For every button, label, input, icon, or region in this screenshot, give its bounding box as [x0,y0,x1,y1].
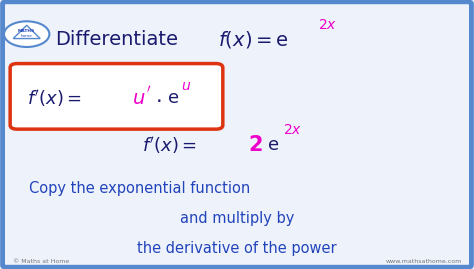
FancyBboxPatch shape [2,2,472,267]
Text: MATHS: MATHS [18,30,36,33]
Text: Copy the exponential function: Copy the exponential function [29,180,250,196]
Text: www.mathsathome.com: www.mathsathome.com [385,259,462,264]
Text: $\mathrm{e}$: $\mathrm{e}$ [167,89,179,107]
Text: Differentiate: Differentiate [55,30,178,49]
FancyBboxPatch shape [10,63,223,129]
Text: $f'(x)=$: $f'(x)=$ [143,135,198,156]
Text: and multiply by: and multiply by [180,211,294,226]
Text: $2x$: $2x$ [318,18,337,32]
Text: $\mathit{u}$: $\mathit{u}$ [181,79,191,93]
Text: © Maths at Home: © Maths at Home [12,259,69,264]
Text: $f(x)=\mathrm{e}$: $f(x)=\mathrm{e}$ [218,29,289,50]
Text: $\mathit{u}$: $\mathit{u}$ [132,89,146,108]
Text: ${\cdot}$: ${\cdot}$ [155,90,161,110]
Circle shape [4,21,49,47]
Text: the derivative of the power: the derivative of the power [137,241,337,256]
Text: $\prime$: $\prime$ [146,82,152,95]
Text: $\mathrm{e}$: $\mathrm{e}$ [267,136,279,154]
Text: $f'(x)=$: $f'(x)=$ [27,88,82,109]
Text: $\mathbf{2}$: $\mathbf{2}$ [248,135,263,155]
Text: home: home [21,34,33,38]
Text: $2x$: $2x$ [283,123,302,137]
